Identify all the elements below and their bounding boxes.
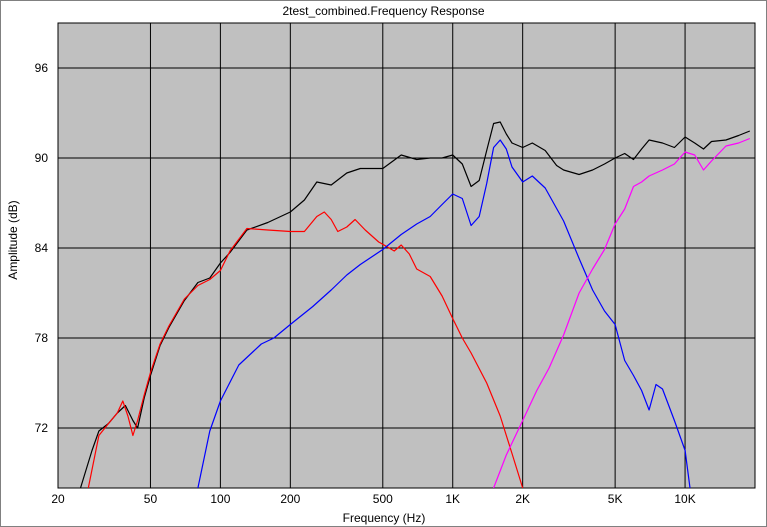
x-tick-label: 50 [144,492,158,506]
y-tick-label: 84 [35,241,49,255]
series-line-3 [197,139,691,488]
x-tick-label: 200 [280,492,300,506]
series-layer [79,121,751,488]
x-tick-label: 1K [445,492,460,506]
y-tick-label: 72 [35,421,49,435]
chart-title: 2test_combined.Frequency Response [282,4,485,18]
series-line-2 [87,211,524,488]
series-line-4 [493,137,751,488]
y-tick-label: 78 [35,331,49,345]
x-tick-label: 10K [674,492,695,506]
y-gridlines [58,67,755,429]
x-tick-label: 100 [210,492,230,506]
x-tick-label: 500 [373,492,393,506]
x-tick-label: 5K [608,492,623,506]
plot-area [57,22,756,489]
x-tick-label: 20 [51,492,65,506]
x-axis-label: Frequency (Hz) [343,511,426,525]
y-tick-label: 96 [35,61,49,75]
y-tick-labels: 72 78 84 90 96 [35,61,49,435]
x-gridlines [149,23,686,488]
y-axis-label: Amplitude (dB) [6,200,20,279]
y-tick-label: 90 [35,151,49,165]
x-tick-labels: 20 50 100 200 500 1K 2K 5K 10K [51,492,695,506]
x-tick-label: 2K [515,492,530,506]
